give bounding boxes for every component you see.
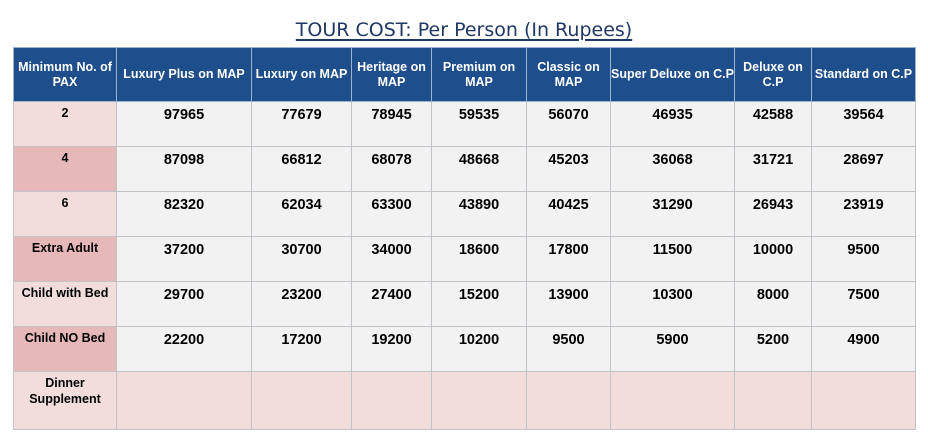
table-cell: 97965 (116, 101, 252, 147)
table-cell: 8000 (734, 281, 812, 327)
table-cell: 82320 (116, 191, 252, 237)
title-text: TOUR COST: Per Person (In Rupees) (295, 19, 633, 41)
table-row: Extra Adult 37200 30700 34000 18600 1780… (13, 236, 916, 282)
table-cell: 10300 (610, 281, 735, 327)
table-cell: 18600 (431, 236, 527, 282)
column-header-standard: Standard on C.P (811, 47, 916, 102)
column-header-premium: Premium on MAP (431, 47, 527, 102)
table-cell: 43890 (431, 191, 527, 237)
table-cell: 9500 (811, 236, 916, 282)
column-header-luxury-plus: Luxury Plus on MAP (116, 47, 252, 102)
table-cell: 29700 (116, 281, 252, 327)
table-cell: 66812 (251, 146, 352, 192)
row-label: Extra Adult (13, 236, 117, 282)
column-header-deluxe: Deluxe on C.P (734, 47, 812, 102)
row-label: 2 (13, 101, 117, 147)
table-cell: 77679 (251, 101, 352, 147)
table-cell: 37200 (116, 236, 252, 282)
header-row: Minimum No. of PAX Luxury Plus on MAP Lu… (13, 47, 916, 102)
table-cell: 5200 (734, 326, 812, 372)
table-cell (610, 371, 735, 430)
table-cell: 59535 (431, 101, 527, 147)
table-row: Child with Bed 29700 23200 27400 15200 1… (13, 281, 916, 327)
column-header-luxury: Luxury on MAP (251, 47, 352, 102)
table-row: 4 87098 66812 68078 48668 45203 36068 31… (13, 146, 916, 192)
row-label: Child with Bed (13, 281, 117, 327)
table-row: 2 97965 77679 78945 59535 56070 46935 42… (13, 101, 916, 147)
table-cell: 11500 (610, 236, 735, 282)
tour-cost-table: Minimum No. of PAX Luxury Plus on MAP Lu… (13, 47, 916, 430)
table-cell: 40425 (526, 191, 611, 237)
table-cell (251, 371, 352, 430)
table-cell (526, 371, 611, 430)
row-label: Dinner Supplement (13, 371, 117, 430)
table-cell: 30700 (251, 236, 352, 282)
row-label: 6 (13, 191, 117, 237)
table-cell (116, 371, 252, 430)
table-cell: 31721 (734, 146, 812, 192)
table-cell: 62034 (251, 191, 352, 237)
table-cell (734, 371, 812, 430)
table-cell: 68078 (351, 146, 432, 192)
column-header-classic: Classic on MAP (526, 47, 611, 102)
table-cell: 39564 (811, 101, 916, 147)
table-cell: 5900 (610, 326, 735, 372)
table-cell: 23919 (811, 191, 916, 237)
table-cell: 23200 (251, 281, 352, 327)
table-cell: 28697 (811, 146, 916, 192)
table-cell: 36068 (610, 146, 735, 192)
table-cell: 7500 (811, 281, 916, 327)
table-cell: 13900 (526, 281, 611, 327)
table-cell: 48668 (431, 146, 527, 192)
table-row: Child NO Bed 22200 17200 19200 10200 950… (13, 326, 916, 372)
table-cell: 63300 (351, 191, 432, 237)
table-cell: 78945 (351, 101, 432, 147)
column-header-super-deluxe: Super Deluxe on C.P (610, 47, 735, 102)
table-cell: 9500 (526, 326, 611, 372)
table-cell: 26943 (734, 191, 812, 237)
page-title: TOUR COST: Per Person (In Rupees) (0, 18, 928, 42)
table-cell: 15200 (431, 281, 527, 327)
table-cell (811, 371, 916, 430)
column-header-min-pax: Minimum No. of PAX (13, 47, 117, 102)
table-cell: 45203 (526, 146, 611, 192)
table-cell: 42588 (734, 101, 812, 147)
table-cell: 56070 (526, 101, 611, 147)
table-cell (431, 371, 527, 430)
table-cell: 46935 (610, 101, 735, 147)
row-label: Child NO Bed (13, 326, 117, 372)
table-cell: 87098 (116, 146, 252, 192)
table-cell: 31290 (610, 191, 735, 237)
table-cell: 27400 (351, 281, 432, 327)
table-row: Dinner Supplement (13, 371, 916, 430)
table-cell: 4900 (811, 326, 916, 372)
table-cell: 19200 (351, 326, 432, 372)
table-row: 6 82320 62034 63300 43890 40425 31290 26… (13, 191, 916, 237)
row-label: 4 (13, 146, 117, 192)
table-cell: 10200 (431, 326, 527, 372)
table-cell: 34000 (351, 236, 432, 282)
table-cell: 17800 (526, 236, 611, 282)
column-header-heritage: Heritage on MAP (351, 47, 432, 102)
table-cell (351, 371, 432, 430)
table-cell: 22200 (116, 326, 252, 372)
table-cell: 10000 (734, 236, 812, 282)
table-cell: 17200 (251, 326, 352, 372)
